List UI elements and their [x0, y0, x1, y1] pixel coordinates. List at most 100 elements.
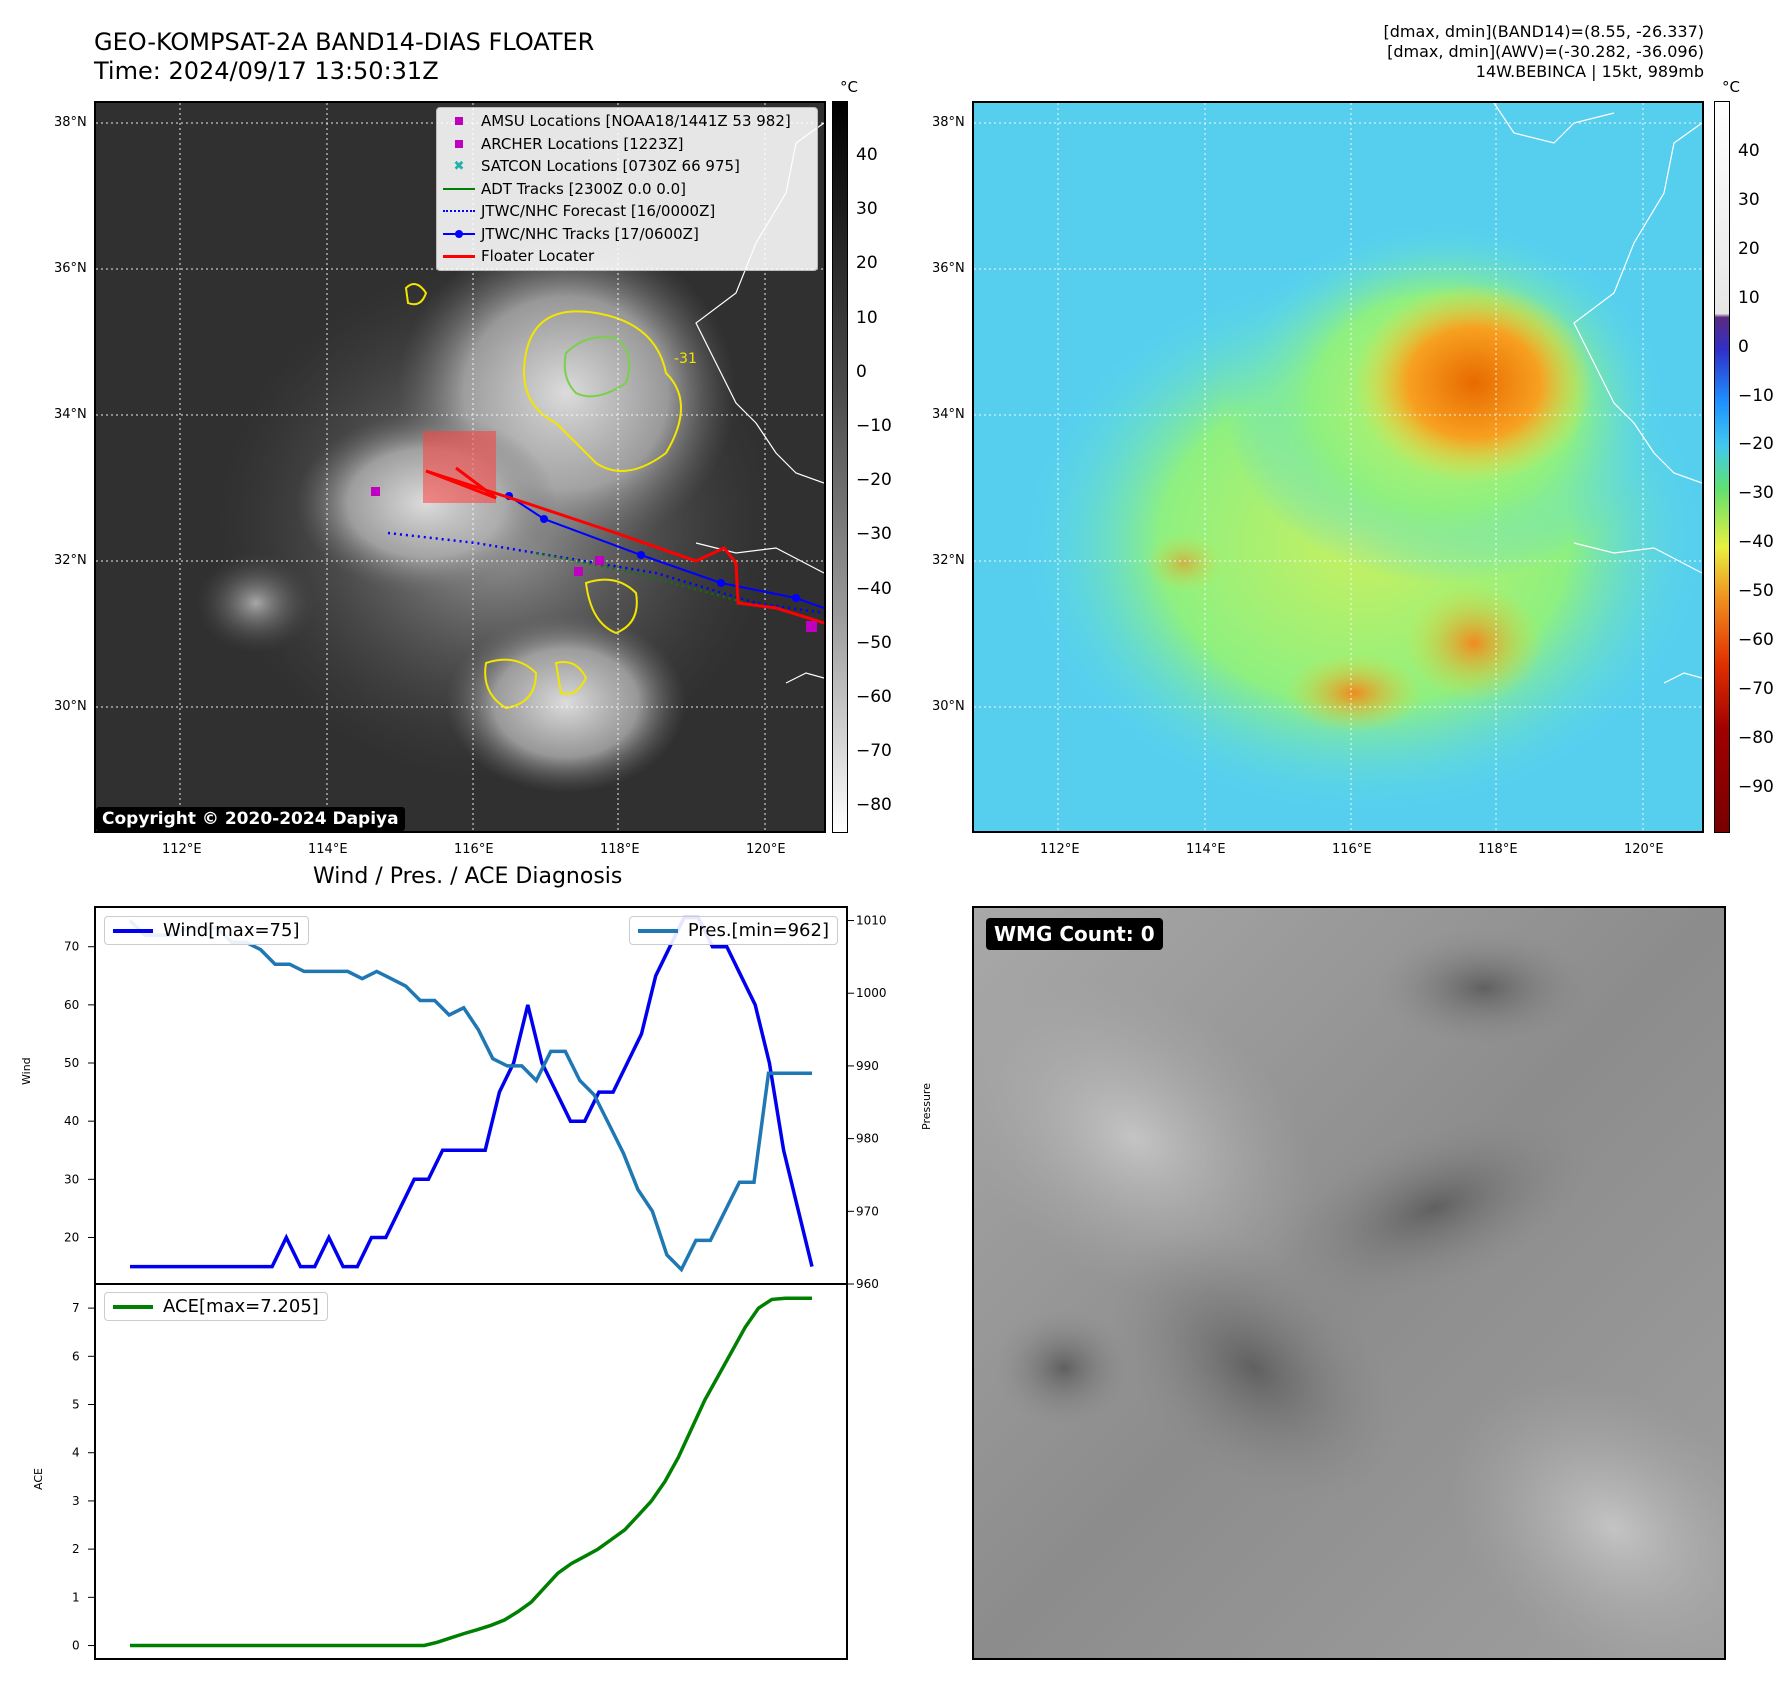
dotted-line-icon — [443, 210, 475, 213]
wmg-count-badge: WMG Count: 0 — [986, 918, 1163, 950]
storm-info: 14W.BEBINCA | 15kt, 989mb — [1475, 62, 1704, 81]
colorbar-tick-label: −10 — [856, 416, 892, 436]
legend-label: Floater Locater — [481, 247, 595, 266]
awv-range-info: [dmax, dmin](AWV)=(-30.282, -36.096) — [1387, 42, 1704, 61]
square-marker-icon — [455, 139, 463, 148]
lon-label: 120°E — [1624, 842, 1664, 857]
awv-map-panel — [972, 101, 1704, 833]
legend-entry: ✖ SATCON Locations [0730Z 66 975] — [437, 155, 817, 178]
colorbar-tick-label: −60 — [856, 687, 892, 707]
legend-entry: AMSU Locations [NOAA18/1441Z 53 982] — [437, 110, 817, 133]
ir-colorbar — [832, 101, 848, 833]
solid-line-icon — [443, 187, 475, 190]
legend-label: Wind[max=75] — [163, 920, 300, 941]
wind-ytick-label: 50 — [64, 1056, 79, 1070]
x-marker-icon: ✖ — [453, 158, 465, 174]
lat-label: 36°N — [932, 261, 965, 276]
legend-label: JTWC/NHC Forecast [16/0000Z] — [481, 202, 716, 221]
lat-label: 34°N — [54, 407, 87, 422]
map-title: GEO-KOMPSAT-2A BAND14-DIAS FLOATER — [94, 28, 595, 56]
pressure-ytick-label: 1000 — [856, 986, 887, 1000]
ace-ytick-label: 4 — [72, 1446, 80, 1460]
ace-ytick-label: 3 — [72, 1494, 80, 1508]
lat-label: 30°N — [54, 699, 87, 714]
wind-ytick-label: 40 — [64, 1114, 79, 1128]
ace-legend: ACE[max=7.205] — [104, 1292, 328, 1321]
colorbar-tick-label: −80 — [856, 795, 892, 816]
diagnosis-chart: 20 30 40 50 60 70 960 970 980 990 1000 1010 0 1 2 3 4 5 6 7 — [64, 906, 887, 1660]
colorbar-tick-label: 30 — [856, 199, 878, 220]
ace-ytick-label: 7 — [72, 1301, 80, 1315]
colorbar-tick-label: −60 — [1738, 630, 1774, 650]
square-marker-icon — [455, 117, 463, 126]
legend-line-icon — [113, 928, 153, 933]
ace-series-line — [130, 1296, 812, 1648]
ace-axis-label: ACE — [32, 1468, 45, 1490]
lon-label: 116°E — [1332, 842, 1372, 857]
awv-colorbar-unit: °C — [1722, 78, 1740, 96]
legend-label: ADT Tracks [2300Z 0.0 0.0] — [481, 179, 686, 198]
legend-label: ARCHER Locations [1223Z] — [481, 134, 684, 153]
colorbar-tick-label: 30 — [1738, 189, 1760, 210]
colorbar-tick-label: 40 — [1738, 141, 1760, 161]
lon-label: 112°E — [162, 842, 202, 857]
legend-entry: JTWC/NHC Forecast [16/0000Z] — [437, 200, 817, 223]
pressure-ytick-label: 1010 — [856, 914, 887, 928]
colorbar-tick-label: 20 — [1738, 238, 1760, 259]
colorbar-tick-label: −30 — [856, 524, 892, 545]
legend-label: ACE[max=7.205] — [163, 1296, 319, 1317]
colorbar-tick-label: −30 — [1738, 483, 1774, 504]
colorbar-tick-label: −10 — [1738, 385, 1774, 406]
legend-entry: ADT Tracks [2300Z 0.0 0.0] — [437, 178, 817, 201]
lon-label: 114°E — [1186, 842, 1226, 857]
colorbar-tick-label: −20 — [1738, 434, 1774, 455]
wind-series-line — [130, 915, 814, 1269]
colorbar-tick-label: −20 — [856, 470, 892, 491]
pressure-ytick-label: 980 — [856, 1132, 879, 1146]
lon-label: 120°E — [746, 842, 786, 857]
legend-entry: ARCHER Locations [1223Z] — [437, 133, 817, 156]
wmg-image — [974, 908, 1724, 1658]
colorbar-tick-label: 0 — [1738, 336, 1749, 357]
map-time: Time: 2024/09/17 13:50:31Z — [94, 57, 439, 85]
lat-label: 34°N — [932, 407, 965, 422]
legend-label: JTWC/NHC Tracks [17/0600Z] — [481, 224, 699, 243]
colorbar-tick-label: −90 — [1738, 776, 1774, 797]
lat-label: 36°N — [54, 261, 87, 276]
awv-colorbar — [1714, 101, 1730, 833]
pressure-legend: Pres.[min=962] — [628, 916, 838, 945]
legend-entry: JTWC/NHC Tracks [17/0600Z] — [437, 223, 817, 246]
lon-label: 118°E — [1478, 842, 1518, 857]
legend-label: Pres.[min=962] — [687, 920, 829, 941]
pressure-ytick-label: 990 — [856, 1059, 879, 1073]
lon-label: 114°E — [308, 842, 348, 857]
wind-ytick-label: 30 — [64, 1172, 79, 1186]
colorbar-tick-label: −70 — [856, 741, 892, 762]
colorbar-tick-label: −40 — [856, 578, 892, 599]
ace-ytick-label: 1 — [72, 1590, 80, 1604]
line-with-dot-icon — [443, 229, 475, 238]
ir-map-panel: -31 — [94, 101, 826, 833]
pressure-series-line — [128, 919, 812, 1273]
legend-line-icon — [637, 928, 678, 933]
colorbar-tick-label: 10 — [856, 307, 878, 328]
map-legend: AMSU Locations [NOAA18/1441Z 53 982] ARC… — [436, 107, 818, 271]
colorbar-tick-label: 20 — [856, 253, 878, 274]
colorbar-tick-label: −40 — [1738, 532, 1774, 553]
wind-ytick-label: 20 — [64, 1230, 79, 1244]
lat-label: 30°N — [932, 699, 965, 714]
ace-ytick-label: 6 — [72, 1349, 80, 1363]
wind-ytick-label: 60 — [64, 998, 79, 1012]
pressure-ytick-label: 960 — [856, 1277, 879, 1291]
lat-label: 32°N — [54, 553, 87, 568]
colorbar-tick-label: −80 — [1738, 727, 1774, 748]
legend-entry: Floater Locater — [437, 245, 817, 268]
solid-line-icon — [443, 254, 475, 258]
band14-range-info: [dmax, dmin](BAND14)=(8.55, -26.337) — [1383, 22, 1705, 41]
pressure-axis-label: Pressure — [920, 1083, 933, 1130]
colorbar-tick-label: −50 — [1738, 581, 1774, 602]
copyright-badge: Copyright © 2020-2024 Dapiya — [96, 807, 405, 831]
wind-axis-label: Wind — [20, 1057, 33, 1085]
ace-ytick-label: 2 — [72, 1542, 80, 1556]
legend-label: SATCON Locations [0730Z 66 975] — [481, 157, 740, 176]
